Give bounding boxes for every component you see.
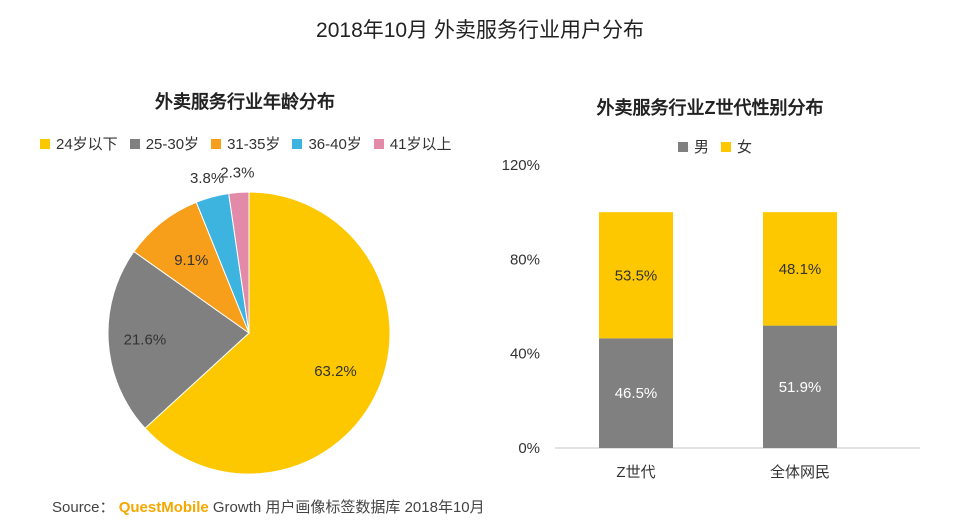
- bar-y-tick-0: 0%: [518, 440, 540, 457]
- pie-legend: 24岁以下 25-30岁 31-35岁 36-40岁 41岁以上: [40, 133, 464, 154]
- source-note: Source： QuestMobile Growth 用户画像标签数据库 201…: [52, 496, 485, 517]
- pie-legend-item-0-label: 24岁以下: [56, 136, 118, 153]
- bar-x-tick-0: Z世代: [616, 464, 655, 481]
- bar-data-label-0-1: 53.5%: [615, 267, 658, 284]
- pie-legend-item-0: 24岁以下: [40, 133, 118, 154]
- bar-y-tick-3: 120%: [502, 157, 540, 174]
- pie-legend-item-3-label: 36-40岁: [308, 136, 362, 153]
- pie-legend-item-1: 25-30岁: [129, 133, 200, 154]
- bar-x-tick-1: 全体网民: [770, 463, 830, 481]
- pie-legend-item-4: 41岁以上: [373, 133, 452, 154]
- bar-y-tick-1: 40%: [510, 346, 540, 363]
- pie-data-label-1: 21.6%: [124, 332, 167, 349]
- bar-segment-0-1: [599, 212, 673, 339]
- bar-chart-title: 外卖服务行业Z世代性别分布: [596, 98, 824, 118]
- bar-data-label-1-1: 48.1%: [779, 261, 822, 278]
- source-brand: QuestMobile: [118, 499, 209, 516]
- pie-legend-item-1-label: 25-30岁: [145, 136, 200, 153]
- pie-legend-item-4-label: 41岁以上: [389, 136, 452, 153]
- pie-legend-item-4-swatch: [373, 138, 384, 149]
- bar-legend: 男女: [678, 136, 764, 157]
- pie-legend-item-2: 31-35岁: [211, 133, 280, 154]
- bar-segment-1-0: [763, 325, 837, 448]
- pie-legend-item-3: 36-40岁: [292, 133, 362, 154]
- pie-data-label-2: 9.1%: [174, 252, 208, 269]
- pie-slice-4: [228, 191, 250, 334]
- pie-legend-item-3-swatch: [292, 138, 303, 149]
- pie-legend-item-1-swatch: [129, 138, 140, 149]
- bar-segment-0-0: [599, 338, 673, 448]
- pie-legend-item-0-swatch: [40, 138, 50, 149]
- bar-legend-item-0-swatch: [678, 141, 688, 152]
- pie-data-label-3: 3.8%: [190, 170, 224, 187]
- bar-data-label-1-0: 51.9%: [779, 379, 822, 396]
- pie-data-label-0: 63.2%: [314, 363, 357, 380]
- bar-legend-item-1-swatch: [721, 141, 732, 152]
- source-prefix: Source：: [52, 499, 115, 516]
- bar-y-tick-2: 80%: [510, 251, 540, 268]
- pie-slice-0: [144, 191, 391, 475]
- pie-slice-2: [133, 201, 251, 335]
- bar-data-label-0-0: 46.5%: [615, 385, 658, 402]
- bar-legend-item-1: 女: [721, 136, 752, 157]
- pie-legend-item-2-label: 31-35岁: [227, 136, 281, 153]
- pie-legend-item-2-swatch: [211, 138, 222, 149]
- bar-legend-item-1-label: 女: [737, 139, 753, 156]
- bar-legend-item-0: 男: [678, 136, 709, 157]
- page-title: 2018年10月 外卖服务行业用户分布: [316, 19, 644, 42]
- bar-segment-1-1: [763, 212, 837, 326]
- bar-legend-item-0-label: 男: [694, 139, 710, 156]
- pie-slice-1: [107, 250, 250, 429]
- pie-chart-title: 外卖服务行业年龄分布: [155, 92, 335, 112]
- source-text: Growth 用户画像标签数据库 2018年10月: [208, 499, 485, 516]
- pie-data-label-4: 2.3%: [220, 165, 254, 182]
